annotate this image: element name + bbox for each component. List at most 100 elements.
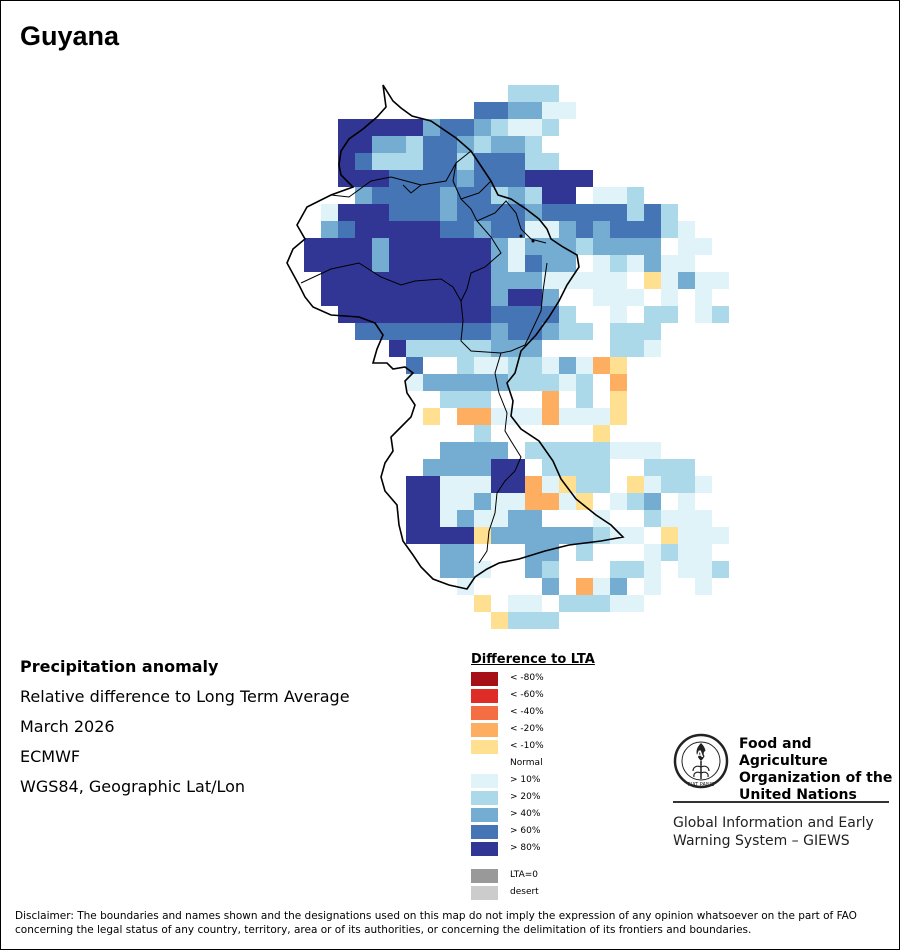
- grid-cell: [542, 204, 559, 221]
- grid-cell: [440, 374, 457, 391]
- grid-cell: [508, 170, 525, 187]
- grid-cell: [372, 255, 389, 272]
- grid-cell: [542, 476, 559, 493]
- grid-cell: [491, 374, 508, 391]
- grid-cell: [491, 153, 508, 170]
- grid-cell: [593, 272, 610, 289]
- grid-cell: [406, 340, 423, 357]
- grid-cell: [474, 374, 491, 391]
- grid-cell: [525, 391, 542, 408]
- grid-cell: [542, 238, 559, 255]
- legend-swatch: [471, 808, 498, 822]
- grid-cell: [355, 170, 372, 187]
- legend-item: Normal: [471, 756, 595, 773]
- grid-cell: [423, 153, 440, 170]
- fao-logo-motto: FIAT PANIS: [688, 782, 715, 788]
- legend-label: < -10%: [510, 741, 544, 751]
- grid-cell: [695, 578, 712, 595]
- grid-cell: [474, 408, 491, 425]
- grid-cell: [389, 119, 406, 136]
- grid-cell: [406, 119, 423, 136]
- grid-cell: [661, 510, 678, 527]
- grid-cell: [627, 238, 644, 255]
- grid-cell: [457, 561, 474, 578]
- legend-label: > 10%: [510, 775, 541, 785]
- grid-cell: [491, 357, 508, 374]
- grid-cell: [593, 238, 610, 255]
- grid-cell: [321, 272, 338, 289]
- grid-cell: [610, 595, 627, 612]
- grid-cell: [712, 272, 729, 289]
- grid-cell: [661, 527, 678, 544]
- legend: Difference to LTA < -80% < -60% < -40% < -2…: [471, 652, 595, 902]
- grid-cell: [627, 289, 644, 306]
- grid-cell: [423, 221, 440, 238]
- grid-cell: [576, 357, 593, 374]
- grid-cell: [661, 204, 678, 221]
- grid-cell: [355, 272, 372, 289]
- grid-cell: [678, 527, 695, 544]
- grid-cell: [559, 102, 576, 119]
- grid-cell: [610, 204, 627, 221]
- grid-cell: [678, 459, 695, 476]
- legend-label: > 40%: [510, 809, 541, 819]
- grid-cell: [457, 374, 474, 391]
- legend-label: > 80%: [510, 843, 541, 853]
- grid-cell: [542, 119, 559, 136]
- legend-swatch: [471, 825, 498, 839]
- grid-cell: [355, 187, 372, 204]
- info-line-2: March 2026: [20, 717, 115, 736]
- grid-cell: [542, 578, 559, 595]
- grid-cell: [525, 459, 542, 476]
- grid-cell: [508, 136, 525, 153]
- grid-cell: [695, 306, 712, 323]
- grid-cell: [440, 187, 457, 204]
- grid-cell: [355, 204, 372, 221]
- grid-cell: [474, 323, 491, 340]
- grid-cell: [423, 340, 440, 357]
- grid-cell: [474, 595, 491, 612]
- grid-cell: [423, 136, 440, 153]
- grid-cell: [593, 425, 610, 442]
- grid-cell: [457, 340, 474, 357]
- grid-cell: [559, 340, 576, 357]
- grid-cell: [593, 561, 610, 578]
- grid-cell: [644, 221, 661, 238]
- legend-item: > 80%: [471, 841, 595, 858]
- grid-cell: [678, 221, 695, 238]
- grid-cell: [525, 510, 542, 527]
- grid-cell: [576, 595, 593, 612]
- grid-cell: [457, 408, 474, 425]
- grid-cell: [627, 306, 644, 323]
- grid-cell: [389, 255, 406, 272]
- grid-cell: [644, 238, 661, 255]
- grid-cell: [423, 204, 440, 221]
- grid-cell: [525, 170, 542, 187]
- grid-cell: [593, 544, 610, 561]
- grid-cell: [321, 204, 338, 221]
- grid-cell: [610, 323, 627, 340]
- grid-cell: [372, 187, 389, 204]
- grid-cell: [406, 153, 423, 170]
- grid-cell: [627, 578, 644, 595]
- grid-cell: [406, 204, 423, 221]
- grid-cell: [389, 289, 406, 306]
- grid-cell: [508, 323, 525, 340]
- grid-cell: [644, 204, 661, 221]
- grid-cell: [406, 442, 423, 459]
- grid-cell: [474, 289, 491, 306]
- grid-cell: [627, 255, 644, 272]
- grid-cell: [457, 578, 474, 595]
- grid-cell: [627, 595, 644, 612]
- grid-cell: [355, 153, 372, 170]
- grid-cell: [508, 289, 525, 306]
- grid-cell: [678, 561, 695, 578]
- grid-cell: [559, 595, 576, 612]
- grid-cell: [508, 374, 525, 391]
- grid-cell: [406, 510, 423, 527]
- legend-item: desert: [471, 885, 595, 902]
- grid-cell: [610, 357, 627, 374]
- grid-cell: [627, 544, 644, 561]
- grid-cell: [559, 578, 576, 595]
- grid-cell: [423, 493, 440, 510]
